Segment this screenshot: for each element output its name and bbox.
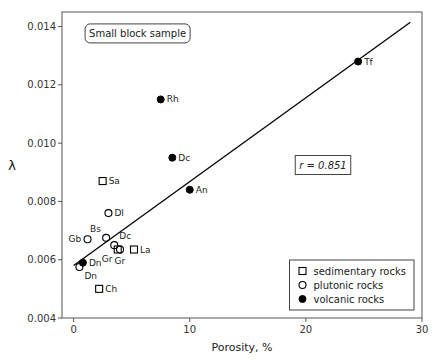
y-axis-label: λ xyxy=(8,158,16,173)
annotation: r = 0.851 xyxy=(295,156,350,175)
point xyxy=(157,96,164,103)
y-tick-label: 0.004 xyxy=(27,313,56,324)
y-tick xyxy=(58,143,62,144)
legend: sedimentary rocks plutonic rocks volcanic … xyxy=(290,260,415,310)
y-tick-label: 0.010 xyxy=(27,138,56,149)
y-tick xyxy=(58,84,62,85)
legend-entry: plutonic rocks xyxy=(314,280,384,291)
y-tick-label: 0.012 xyxy=(27,79,56,90)
x-tick-label: 10 xyxy=(183,324,196,335)
legend-entry: volcanic rocks xyxy=(314,294,385,305)
point-label: La xyxy=(140,245,151,255)
chart: 0 10 20 30 0.004 0.006 0.008 0.010 0.012 0.014 Por… xyxy=(0,0,434,360)
point xyxy=(117,246,124,253)
x-tick xyxy=(422,318,423,322)
x-axis-label: Porosity, % xyxy=(211,341,272,354)
legend-marker xyxy=(299,296,306,303)
y-tick xyxy=(58,26,62,27)
point-label: Dc xyxy=(119,231,131,241)
point xyxy=(355,58,362,65)
annotation-text: r = 0.851 xyxy=(299,160,346,171)
point-label: Gr xyxy=(115,256,126,266)
point-labels: SaGrLaChGbDlDcBsDnGrDnRhDcAnTf xyxy=(69,57,374,294)
y-tick xyxy=(58,201,62,202)
point xyxy=(99,178,106,185)
point xyxy=(169,154,176,161)
x-tick xyxy=(305,318,306,322)
annotation-box xyxy=(295,156,350,175)
regression-line xyxy=(74,22,411,265)
point xyxy=(84,236,91,243)
point xyxy=(186,186,193,193)
y-tick-label: 0.014 xyxy=(27,21,56,32)
point-label: Sa xyxy=(109,176,120,186)
point-label: Dn xyxy=(89,258,102,268)
data-group xyxy=(74,22,411,292)
point xyxy=(131,246,138,253)
point-label: Ch xyxy=(105,284,117,294)
point-label: Rh xyxy=(167,94,179,104)
point-label: Gr xyxy=(102,254,113,264)
point-label: Tf xyxy=(363,57,373,67)
x-tick xyxy=(73,318,74,322)
point-label: Dc xyxy=(178,153,190,163)
point xyxy=(79,259,86,266)
legend-marker xyxy=(299,282,306,289)
x-tick xyxy=(189,318,190,322)
point xyxy=(96,285,103,292)
y-tick xyxy=(58,318,62,319)
point-label: Dl xyxy=(114,208,123,218)
legend-entry: sedimentary rocks xyxy=(314,266,407,277)
annotation-box xyxy=(85,24,190,43)
x-tick-label: 30 xyxy=(416,324,429,335)
point xyxy=(103,234,110,241)
point-label: Gb xyxy=(69,234,82,244)
legend-box xyxy=(290,260,415,310)
point-label: An xyxy=(196,185,208,195)
x-tick-label: 0 xyxy=(70,324,76,335)
plot-frame xyxy=(62,12,422,318)
y-tick xyxy=(58,259,62,260)
point-label: Dn xyxy=(84,271,97,281)
annotation: Small block sample xyxy=(85,24,190,43)
x-tick-label: 20 xyxy=(300,324,313,335)
point-label: Bs xyxy=(90,224,101,234)
y-tick-label: 0.008 xyxy=(27,196,56,207)
point xyxy=(105,210,112,217)
annotation-text: Small block sample xyxy=(89,28,186,39)
legend-marker xyxy=(299,268,306,275)
y-tick-label: 0.006 xyxy=(27,254,56,265)
